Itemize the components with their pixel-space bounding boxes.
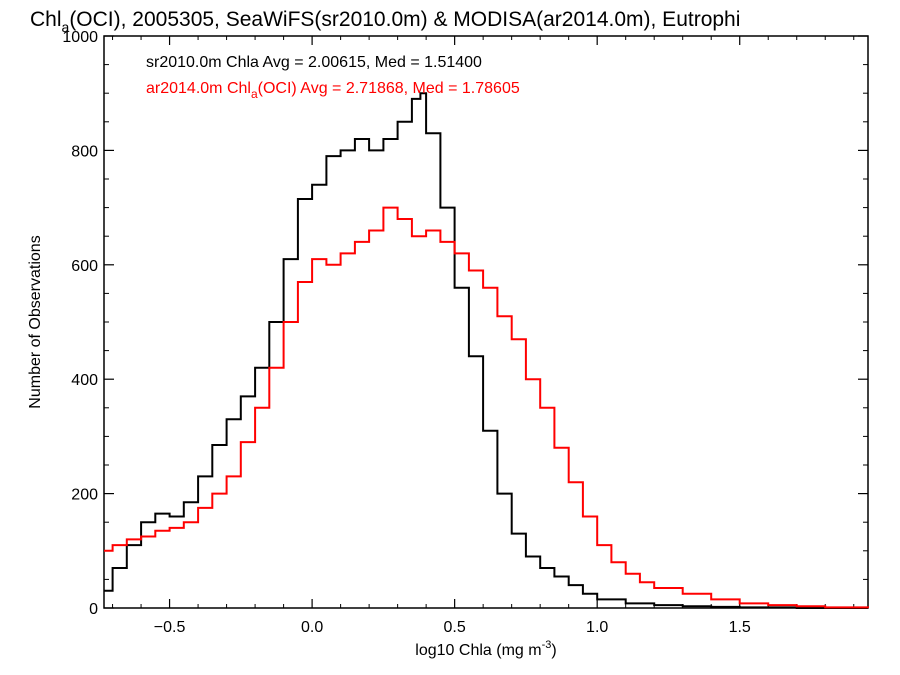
legend-entry-1-post: (OCI) Avg = 2.71868, Med = 1.78605	[258, 80, 520, 97]
chart-title-rest: (OCI), 2005305, SeaWiFS(sr2010.0m) & MOD…	[69, 8, 740, 31]
x-axis-label-superscript: -3	[542, 639, 552, 651]
legend-entry-1-pre: ar2014.0m Chl	[146, 80, 251, 97]
series-0-line	[104, 92, 868, 609]
legend-entry-1: ar2014.0m Chla(OCI) Avg = 2.71868, Med =…	[146, 80, 520, 101]
chart-title: Chla(OCI), 2005305, SeaWiFS(sr2010.0m) &…	[30, 8, 740, 35]
series-1-line	[104, 206, 869, 609]
y-tick-label: 800	[71, 143, 98, 160]
legend-entry-0: sr2010.0m Chla Avg = 2.00615, Med = 1.51…	[146, 54, 482, 71]
chart-title-base: Chl	[30, 8, 62, 31]
y-tick-label: 200	[71, 487, 98, 504]
x-tick-label: 0.0	[301, 619, 323, 636]
y-tick-label: 0	[89, 601, 98, 618]
y-axis-label-text: Number of Observations	[27, 235, 44, 408]
series-layer	[104, 92, 869, 609]
x-axis-label: log10 Chla (mg m-3)	[415, 639, 556, 659]
x-tick-label: 1.5	[729, 619, 751, 636]
x-tick-label: 1.0	[586, 619, 608, 636]
x-tick-label: 0.5	[444, 619, 466, 636]
y-tick-label: 1000	[62, 29, 98, 46]
x-tick-label: −0.5	[154, 619, 186, 636]
y-axis-ticks: 0 200 400 600 800 1000	[62, 29, 868, 618]
y-axis-label: Number of Observations	[27, 235, 44, 408]
legend-entry-0-text: sr2010.0m Chla Avg = 2.00615, Med = 1.51…	[146, 54, 482, 71]
y-tick-label: 400	[71, 372, 98, 389]
chart-title-subscript: a	[62, 19, 70, 35]
x-axis-ticks: −0.5 0.0 0.5 1.0 1.5	[112, 36, 855, 636]
legend-entry-1-subscript: a	[251, 87, 258, 101]
y-tick-label: 600	[71, 258, 98, 275]
x-axis-label-base: log10 Chla (mg m	[415, 642, 541, 659]
plot-frame	[103, 35, 869, 609]
x-axis-label-end: )	[551, 642, 556, 659]
legend: sr2010.0m Chla Avg = 2.00615, Med = 1.51…	[146, 54, 520, 101]
